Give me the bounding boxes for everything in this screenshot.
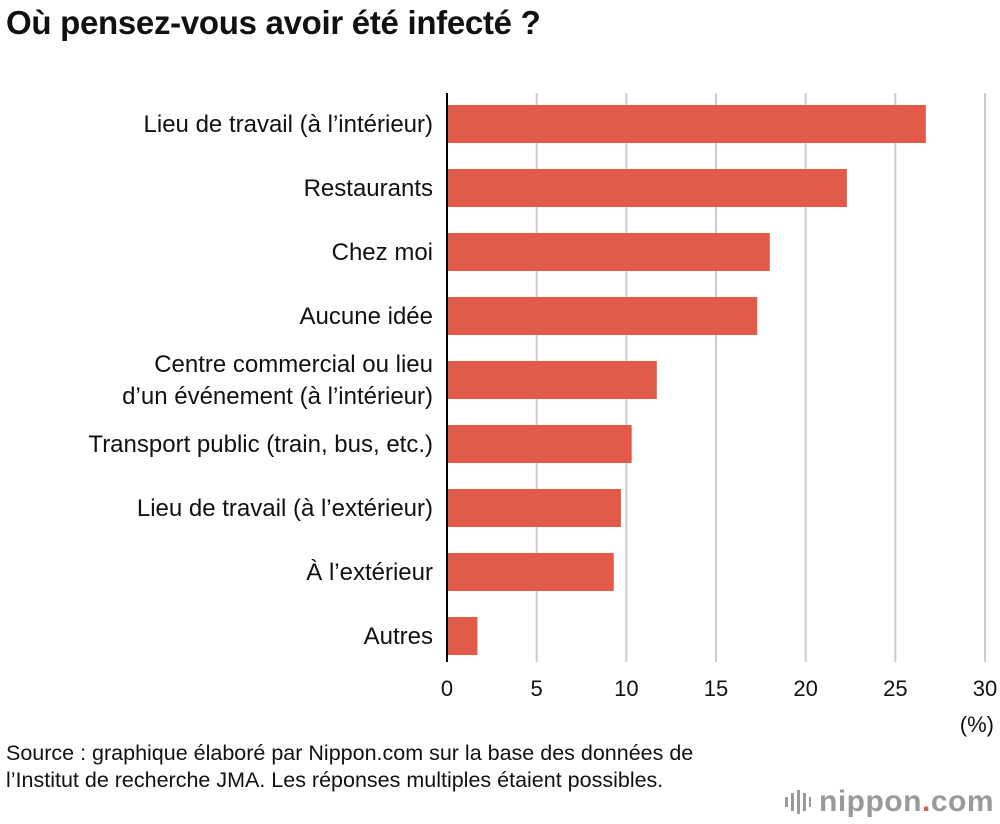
logo-name: nippon: [819, 785, 922, 818]
chart-title: Où pensez-vous avoir été infecté ?: [6, 4, 541, 41]
bar: [447, 617, 478, 655]
bar: [447, 361, 657, 399]
x-tick-label: 30: [973, 676, 997, 701]
x-tick-label: 0: [441, 676, 453, 701]
category-label: Lieu de travail (à l’extérieur): [137, 495, 433, 522]
bar: [447, 425, 632, 463]
bar: [447, 297, 758, 335]
category-label: d’un événement (à l’intérieur): [122, 383, 433, 410]
x-tick-label: 5: [531, 676, 543, 701]
logo-tld: com: [930, 785, 994, 818]
x-tick-label: 25: [883, 676, 907, 701]
bar: [447, 553, 614, 591]
nippon-logo: nippon.com: [785, 784, 994, 820]
bar-chart: 0 5 10 15 20 25 30 Lieu de travail (à l’intérie…: [88, 93, 997, 701]
logo-text: nippon.com: [819, 785, 994, 819]
category-label: Transport public (train, bus, etc.): [88, 431, 433, 458]
logo-bars-icon: [785, 790, 811, 814]
category-label: Autres: [364, 623, 433, 650]
x-tick-label: 10: [614, 676, 638, 701]
category-label: Aucune idée: [300, 303, 433, 330]
source-note: Source : graphique élaboré par Nippon.co…: [6, 741, 694, 792]
category-label: Chez moi: [332, 239, 433, 266]
x-tick-label: 20: [793, 676, 817, 701]
unit-label: (%): [959, 712, 994, 737]
bar: [447, 233, 770, 271]
x-tick-label: 15: [704, 676, 728, 701]
bar: [447, 169, 847, 207]
category-label: Lieu de travail (à l’intérieur): [144, 111, 433, 138]
bar: [447, 489, 621, 527]
bar: [447, 105, 926, 143]
category-label: Restaurants: [304, 175, 433, 202]
category-label: À l’extérieur: [306, 559, 433, 586]
category-label: Centre commercial ou lieu: [154, 351, 433, 378]
logo-dot: .: [921, 785, 931, 818]
